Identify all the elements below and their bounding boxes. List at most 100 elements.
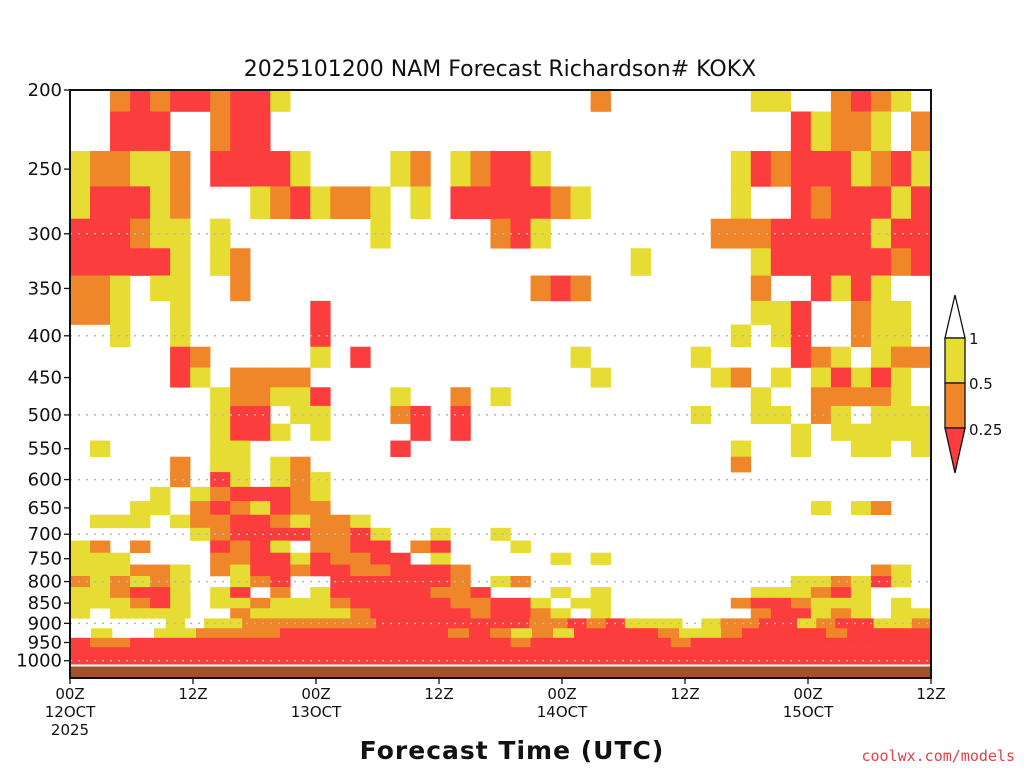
heatmap-cell [350,540,371,554]
heatmap-cell [830,346,852,368]
heatmap-cell [150,564,171,577]
y-tick-label: 1000 [16,651,62,672]
heatmap-cell [130,218,151,249]
heatmap-cell [290,637,311,648]
heatmap-cell [110,564,131,577]
heatmap-cell [590,367,611,388]
legend-colorbar: 1 0.5 0.25 [944,294,1002,474]
heatmap-cell [70,637,91,648]
y-axis: 200 250 300 350 400 450 500 550 600 650 700 7508008… [16,80,70,672]
heatmap-cell [830,218,852,249]
heatmap-cell [721,628,743,639]
heatmap-cell [90,597,111,609]
heatmap-cell [110,324,131,347]
heatmap-cell [450,423,471,441]
heatmap-cell [710,218,732,249]
heatmap-cell [890,656,912,666]
heatmap-cell [376,618,396,629]
heatmap-cell [270,501,291,515]
legend-swatch-above-1 [944,294,966,339]
heatmap-cell [910,218,932,249]
heatmap-cell [890,90,912,112]
heatmap-cell [170,324,191,347]
heatmap-cell [390,587,411,599]
heatmap-cell [370,186,391,219]
heatmap-cell [110,186,131,219]
heatmap-cell [70,647,91,657]
heatmap-cell [410,608,431,619]
heatmap-cell [810,367,832,388]
heatmap-cell [70,150,91,187]
heatmap-cell [190,656,211,666]
heatmap-cell [850,248,872,276]
heatmap-cell [870,387,892,407]
heatmap-cell [586,618,607,629]
heatmap-cells [70,90,932,666]
heatmap-cell [90,150,111,187]
heatmap-cell [770,656,792,666]
heatmap-cell [810,387,832,407]
heatmap-cell [890,367,912,388]
heatmap-cell [230,587,251,599]
heatmap-cell [850,597,872,609]
y-tick-label: 200 [28,80,62,101]
heatmap-cell [750,218,772,249]
legend-swatch-0.25-0.5 [944,382,966,429]
heatmap-cell [850,111,872,152]
x-tick-label: 12OCT [45,703,96,721]
heatmap-cell [210,218,231,249]
heatmap-cell [630,248,651,276]
heatmap-cell [770,608,792,619]
heatmap-cell [870,111,892,152]
heatmap-cell [310,608,331,619]
heatmap-cell [330,637,351,648]
heatmap-cell [210,552,231,565]
heatmap-cell [450,647,471,657]
heatmap-cell [850,575,872,588]
heatmap-cell [830,597,852,609]
heatmap-cell [390,552,411,565]
heatmap-cell [710,647,732,657]
heatmap-cell [230,275,251,302]
heatmap-cell [310,300,331,325]
heatmap-cell [310,564,331,577]
heatmap-cell [270,472,291,488]
heatmap-cell [850,90,872,112]
heatmap-cell [610,637,631,648]
heatmap-cell [190,637,211,648]
heatmap-cell [170,514,191,529]
heatmap-cell [550,552,571,565]
heatmap-cell [490,628,512,639]
credit-link[interactable]: coolwx.com/models [861,747,1015,765]
heatmap-cell [790,423,812,441]
heatmap-cell [750,656,772,666]
heatmap-cell [430,647,451,657]
x-tick-label: 12Z [178,685,207,703]
heatmap-cell [150,275,171,302]
heatmap-cell [210,456,231,473]
heatmap-cell [330,597,351,609]
heatmap-cell [210,527,231,541]
heatmap-cell [790,440,812,457]
heatmap-cell [830,387,852,407]
heatmap-cell [450,597,471,609]
heatmap-cell [530,647,551,657]
heatmap-cell [310,637,331,648]
heatmap-cell [210,486,231,502]
heatmap-cell [510,656,531,666]
heatmap-cell [710,637,732,648]
heatmap-cell [130,575,151,588]
heatmap-cell [590,656,611,666]
heatmap-cell [230,486,251,502]
heatmap-cell [770,248,792,276]
heatmap-cell [170,637,191,648]
heatmap-cell [170,248,191,276]
heatmap-cell [870,501,892,515]
heatmap-cell [130,150,151,187]
heatmap-cell [570,186,591,219]
heatmap-cell [910,637,932,648]
heatmap-cell [270,90,291,112]
heatmap-cell [710,656,732,666]
heatmap-cell [750,405,772,424]
heatmap-cell [910,628,932,639]
